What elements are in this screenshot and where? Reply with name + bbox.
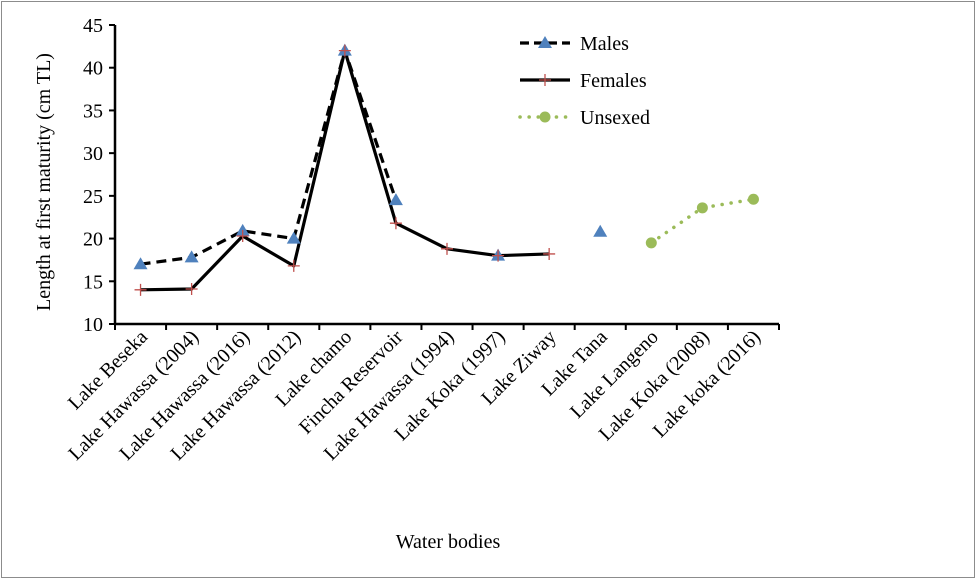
y-tick-label: 25 [83, 186, 103, 208]
markers-females [134, 44, 556, 296]
legend-item-unsexed: Unsexed [518, 107, 650, 129]
y-tick-label: 10 [83, 314, 103, 336]
data-point-males [593, 224, 608, 237]
y-tick-label: 40 [83, 58, 103, 80]
x-axis-label: Water bodies [396, 531, 501, 553]
data-point-females [543, 247, 556, 260]
series-layer [133, 43, 759, 296]
data-point-males [184, 250, 199, 263]
series-line-males [140, 49, 398, 266]
y-tick-label: 20 [83, 229, 103, 251]
series-line-females [140, 49, 550, 292]
y-tick-label: 45 [83, 15, 103, 37]
data-point-unsexed [747, 193, 759, 205]
legend-item-females: Females [520, 70, 647, 92]
data-point-males [133, 257, 148, 270]
legend-marker [539, 111, 551, 123]
data-point-males [235, 223, 250, 236]
data-point-females [134, 283, 147, 296]
legend-marker [538, 36, 552, 48]
series-males [140, 49, 398, 266]
data-point-unsexed [696, 202, 708, 214]
legend-marker [539, 74, 551, 86]
legend-item-males: Males [520, 33, 629, 55]
data-point-females [287, 259, 300, 272]
data-point-males [388, 193, 403, 206]
data-point-females [492, 249, 505, 262]
data-point-females [441, 242, 453, 255]
data-point-females [338, 44, 351, 57]
markers-unsexed [645, 193, 759, 249]
legend-label: Unsexed [580, 107, 650, 129]
data-point-females [185, 282, 198, 295]
data-point-males [286, 231, 301, 244]
legend-label: Males [580, 33, 629, 55]
y-tick-label: 30 [83, 143, 103, 165]
data-point-females [389, 217, 402, 230]
legend: Males Females Unsexed [518, 33, 650, 129]
markers-males [133, 43, 608, 270]
legend-label: Females [580, 70, 647, 92]
y-tick-label: 15 [83, 271, 103, 293]
y-tick-label: 35 [83, 100, 103, 122]
y-axis-label: Length at first maturity (cm TL) [33, 53, 55, 311]
data-point-unsexed [645, 237, 657, 249]
data-point-females [236, 230, 249, 243]
series-females [140, 49, 550, 292]
